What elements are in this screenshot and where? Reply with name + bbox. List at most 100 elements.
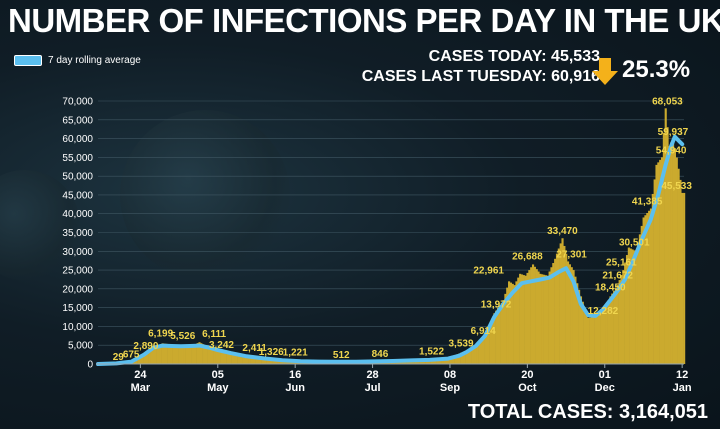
daily-bar xyxy=(268,359,271,364)
x-tick-month-label: Dec xyxy=(595,382,615,394)
daily-bar xyxy=(458,353,461,364)
daily-bar xyxy=(579,296,583,364)
daily-bar xyxy=(227,353,231,364)
data-label: 2,411 xyxy=(242,343,267,354)
daily-bar xyxy=(465,350,468,364)
daily-bar xyxy=(180,345,183,364)
legend-swatch xyxy=(14,55,42,66)
daily-bar xyxy=(272,360,275,364)
daily-bar xyxy=(261,359,264,364)
daily-bar xyxy=(624,262,627,364)
data-label: 33,470 xyxy=(547,226,578,237)
daily-bar xyxy=(644,215,647,364)
daily-bar xyxy=(541,274,544,364)
daily-bar xyxy=(237,356,240,364)
data-label: 30,501 xyxy=(619,237,650,248)
daily-bar xyxy=(491,318,494,364)
daily-bar xyxy=(476,343,479,364)
daily-bar xyxy=(531,264,535,364)
daily-bar xyxy=(143,354,146,364)
x-tick-day-label: 12 xyxy=(676,369,688,381)
x-tick-day-label: 16 xyxy=(289,369,301,381)
daily-bar xyxy=(596,315,599,364)
daily-bar xyxy=(150,350,153,364)
daily-bar xyxy=(653,179,656,364)
x-tick-month-label: Jul xyxy=(365,382,381,394)
data-label: 846 xyxy=(372,349,389,360)
daily-bar xyxy=(467,349,470,364)
data-label: 18,450 xyxy=(595,283,626,294)
daily-bar xyxy=(638,234,641,364)
daily-bar xyxy=(148,351,151,364)
daily-bar xyxy=(681,192,684,364)
data-label: 1,221 xyxy=(283,347,308,358)
daily-bar xyxy=(203,345,207,364)
daily-bar xyxy=(504,293,507,364)
data-label: 25,161 xyxy=(606,257,637,268)
daily-bar xyxy=(275,360,278,364)
daily-bar xyxy=(642,217,645,364)
daily-bar xyxy=(447,358,450,364)
data-label: 29 xyxy=(113,352,125,363)
daily-bar xyxy=(137,358,140,364)
daily-bar xyxy=(213,348,216,364)
daily-bar xyxy=(218,350,221,364)
daily-bar xyxy=(565,253,568,364)
daily-bar xyxy=(441,358,444,364)
daily-bar xyxy=(548,271,551,364)
page-title: NUMBER OF INFECTIONS PER DAY IN THE UK xyxy=(8,2,720,39)
data-label: 3,539 xyxy=(449,339,474,350)
daily-bar xyxy=(601,311,605,364)
data-label: 54,940 xyxy=(656,146,687,157)
x-tick-day-label: 01 xyxy=(599,369,611,381)
daily-bar xyxy=(259,359,262,364)
daily-bar xyxy=(253,358,256,364)
daily-bar xyxy=(191,345,194,364)
daily-bar xyxy=(585,312,588,364)
daily-bar xyxy=(517,277,520,364)
daily-bar xyxy=(181,345,184,364)
daily-bar xyxy=(508,281,511,364)
data-label: 13,972 xyxy=(481,300,512,311)
daily-bar xyxy=(281,360,284,364)
daily-bar xyxy=(439,358,442,364)
daily-bar xyxy=(561,238,564,364)
daily-bar xyxy=(463,351,466,364)
daily-bar xyxy=(257,359,260,364)
daily-bar xyxy=(578,289,581,364)
y-tick-label: 20,000 xyxy=(62,284,93,295)
daily-bar xyxy=(469,348,472,364)
daily-bar xyxy=(167,344,170,364)
daily-bar xyxy=(449,357,452,364)
total-cases: TOTAL CASES: 3,164,051 xyxy=(467,401,708,423)
daily-bar xyxy=(445,358,448,364)
daily-bar xyxy=(200,343,203,364)
y-tick-label: 0 xyxy=(87,360,93,371)
daily-bar xyxy=(550,267,553,364)
daily-bar xyxy=(443,358,446,364)
daily-bar xyxy=(625,255,629,364)
daily-bar xyxy=(135,360,138,364)
daily-bar xyxy=(660,157,664,364)
daily-bar xyxy=(581,301,584,364)
daily-bar xyxy=(485,332,489,364)
daily-bar xyxy=(528,270,531,364)
daily-bar xyxy=(506,287,509,364)
y-tick-label: 55,000 xyxy=(62,153,93,164)
daily-bar xyxy=(666,127,669,364)
daily-bar xyxy=(156,346,159,364)
daily-bar xyxy=(262,359,266,364)
daily-bar xyxy=(557,248,560,364)
daily-bar xyxy=(640,225,643,364)
daily-bar xyxy=(185,346,188,364)
daily-bar xyxy=(144,353,148,364)
daily-bar xyxy=(255,358,258,364)
daily-bar xyxy=(655,164,658,364)
data-label: 6,914 xyxy=(471,326,496,337)
data-label: 22,961 xyxy=(473,266,504,277)
daily-bar xyxy=(662,132,665,364)
y-tick-label: 65,000 xyxy=(62,115,93,126)
daily-bar xyxy=(552,263,555,364)
